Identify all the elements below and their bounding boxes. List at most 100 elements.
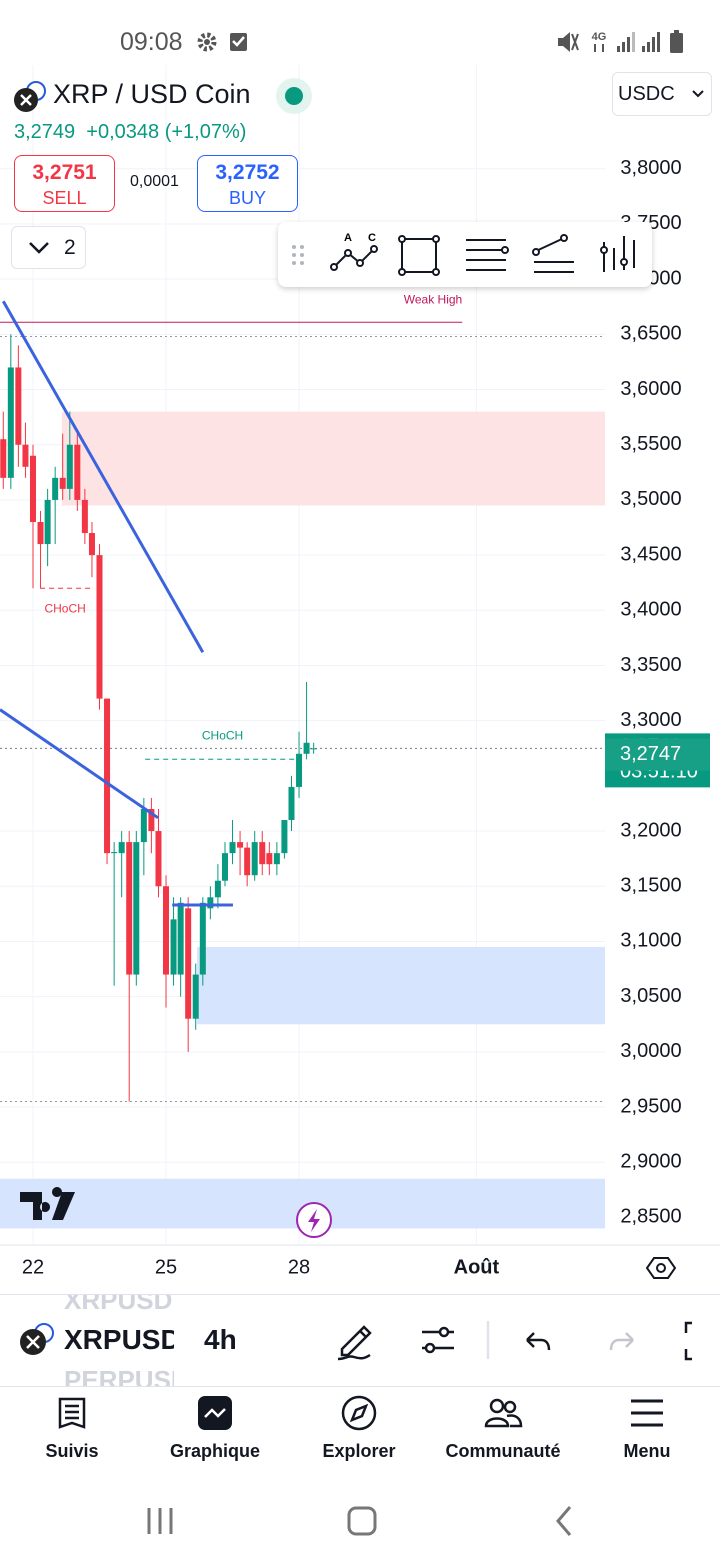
currency-select[interactable]: USDC: [612, 72, 712, 116]
price-line: 3,2749 +0,0348 (+1,07%): [14, 121, 246, 144]
drawing-tools: A C: [292, 232, 635, 276]
toolbar-icons: [337, 1321, 692, 1361]
candle-body: [74, 444, 81, 500]
y-tick-label: 3,4500: [620, 543, 681, 565]
sell-label: SELL: [42, 188, 87, 208]
coin-logo: [14, 81, 46, 112]
candle-body: [15, 367, 22, 445]
market-status[interactable]: [275, 77, 313, 115]
level-label: CHoCH: [44, 601, 85, 615]
x-tick-label: 22: [22, 1256, 44, 1278]
nav-icon: [484, 1398, 523, 1428]
bid-price-box: [605, 738, 710, 771]
y-tick-label: 3,0500: [620, 985, 681, 1007]
candle-body: [310, 748, 317, 750]
candle-body: [118, 842, 125, 854]
bid-price-label: 3,2747: [620, 743, 681, 765]
ghost-symbol: XRPUSD: [64, 1294, 173, 1315]
candle-body: [59, 477, 66, 489]
x-tick-label: Août: [454, 1256, 500, 1278]
y-tick-label: 3,2000: [620, 819, 681, 841]
y-tick-label: 3,6000: [620, 378, 681, 400]
system-nav: [147, 1506, 572, 1536]
trendline: [1, 300, 205, 653]
collapse-button[interactable]: 2: [11, 226, 86, 269]
y-tick-label: 3,5000: [620, 488, 681, 510]
sell-price: 3,2751: [32, 161, 97, 184]
candle-body: [111, 852, 118, 854]
nav-label: Graphique: [169, 1441, 260, 1461]
ghost-symbol: PERPUSD: [64, 1365, 174, 1387]
candle-body: [7, 367, 14, 478]
candle-body: [44, 499, 51, 545]
tv-logo-mark: [20, 1187, 75, 1220]
nav-item[interactable]: Communauté: [431, 1395, 575, 1462]
pattern-label: A: [344, 232, 352, 244]
candle-body: [170, 919, 177, 975]
network-type: 4G: [592, 31, 607, 43]
nav-label: Suivis: [45, 1441, 99, 1461]
nav-item[interactable]: Explorer: [287, 1395, 431, 1462]
buy-button[interactable]: 3,2752 BUY: [197, 155, 298, 212]
symbol-title: XRP / USD Coin: [53, 79, 251, 109]
candle-body: [140, 808, 147, 843]
last-price: 3,2749: [14, 121, 76, 143]
level-label: CHoCH: [202, 728, 243, 742]
nav-icon: [58, 1397, 86, 1429]
trendline: [0, 708, 159, 820]
nav-item[interactable]: Menu: [575, 1395, 719, 1462]
candle-body: [133, 842, 140, 975]
candle-body: [192, 974, 199, 1019]
candle-body: [221, 853, 228, 881]
candle-body: [303, 742, 310, 754]
candle-body: [148, 808, 155, 832]
nav-icon: [198, 1396, 232, 1430]
zone: [197, 946, 605, 1025]
candle-body: [185, 908, 192, 1019]
bolt: [308, 1209, 320, 1232]
y-tick-label: 3,4000: [620, 599, 681, 621]
bottom-toolbar: XRPUSD XRPUSD PERPUSD 4h: [0, 1294, 720, 1387]
collapse-count: 2: [64, 236, 76, 259]
y-tick-label: 3,8000: [620, 157, 681, 179]
y-tick-label: 3,1500: [620, 875, 681, 897]
candle-body: [0, 439, 7, 478]
y-tick-label: 2,9000: [620, 1150, 681, 1172]
currency: USDC: [618, 83, 675, 105]
candle-body: [229, 842, 236, 854]
candle-body: [296, 753, 303, 787]
status-time: 09:08: [120, 28, 183, 56]
candle-body: [288, 786, 295, 821]
toolbar-symbol[interactable]: XRPUSD: [64, 1324, 174, 1355]
candle-body: [237, 842, 244, 848]
nav-item[interactable]: Graphique: [143, 1395, 287, 1462]
candle-body: [259, 842, 266, 865]
tv-logo: [20, 1187, 75, 1220]
candle-body: [66, 444, 73, 489]
nav-label: Menu: [623, 1441, 671, 1461]
y-tick-label: 2,8500: [620, 1206, 681, 1228]
candle-body: [155, 831, 162, 887]
nav-item[interactable]: Suivis: [0, 1395, 144, 1462]
candle-body: [207, 897, 214, 909]
nav-icon: [631, 1399, 663, 1427]
candle-body: [88, 533, 95, 556]
candle-body: [163, 886, 170, 975]
status-icons: [197, 32, 247, 52]
candle-body: [199, 902, 206, 975]
candle-body: [177, 902, 184, 975]
candle-body: [81, 499, 88, 534]
candle-body: [96, 555, 103, 699]
zone: [61, 411, 606, 506]
y-tick-label: 3,5500: [620, 433, 681, 455]
sell-button[interactable]: 3,2751 SELL: [14, 155, 115, 212]
nav-icon: [341, 1395, 377, 1431]
y-tick-label: 3,0000: [620, 1040, 681, 1062]
interval[interactable]: 4h: [204, 1324, 237, 1355]
candle-body: [251, 842, 258, 876]
level-label: Weak High: [404, 292, 462, 306]
settings-icon: [645, 1257, 677, 1279]
candle-body: [281, 820, 288, 854]
candle-body: [52, 477, 59, 500]
y-tick-label: 3,3500: [620, 654, 681, 676]
